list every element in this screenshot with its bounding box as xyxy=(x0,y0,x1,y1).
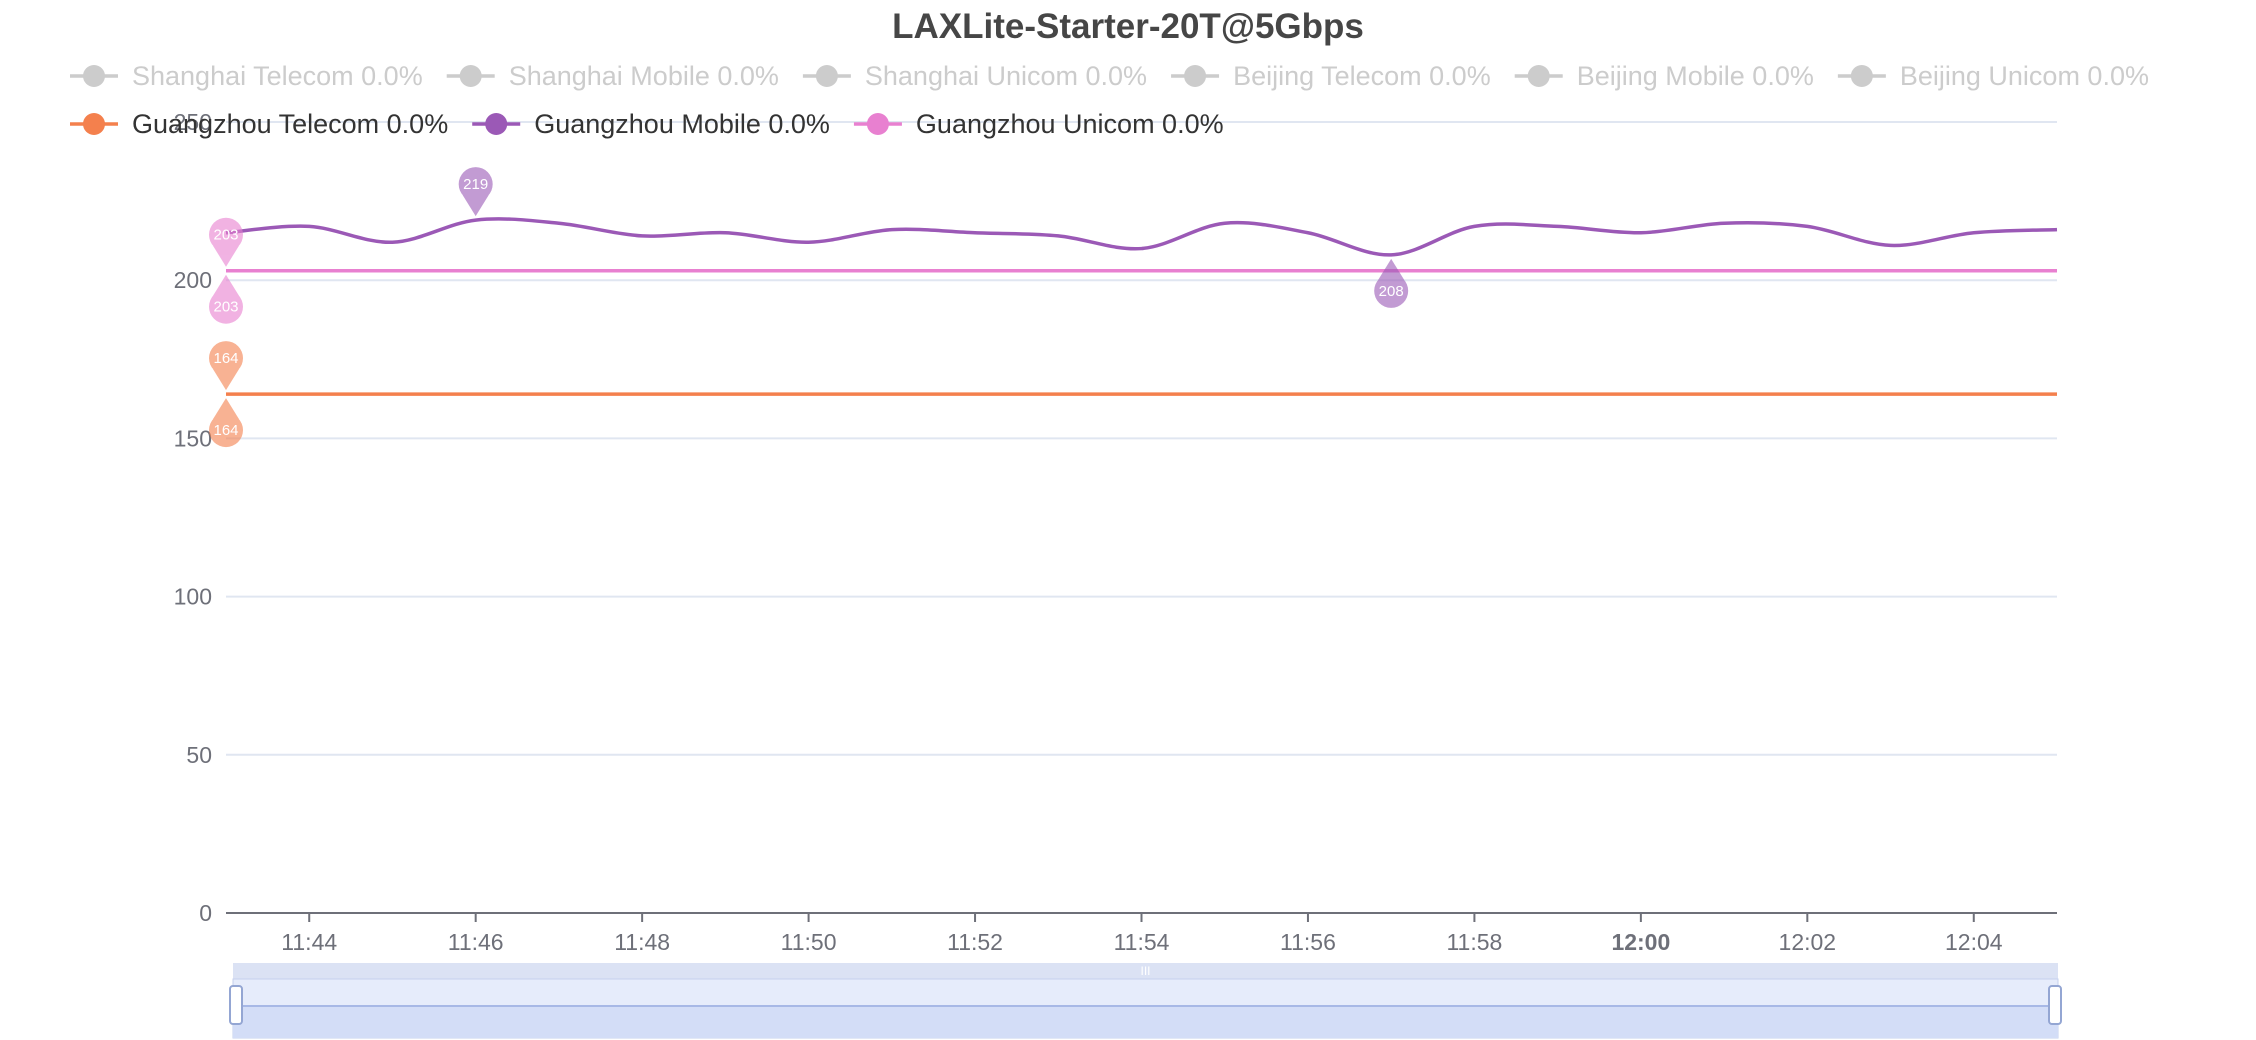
marker-pin xyxy=(209,217,243,267)
x-tick-label: 11:46 xyxy=(448,929,504,955)
x-tick-label: 12:04 xyxy=(1945,929,2003,955)
legend: Shanghai Telecom 0.0% Shanghai Mobile 0.0… xyxy=(70,61,2149,139)
x-tick-label: 11:50 xyxy=(781,929,837,955)
marker-pin-tip xyxy=(462,195,489,217)
y-axis: 0 50 100 150 200 250 xyxy=(174,109,212,926)
legend-label: Guangzhou Telecom 0.0% xyxy=(132,109,448,139)
x-tick-label: 12:02 xyxy=(1779,929,1837,955)
legend-label: Shanghai Telecom 0.0% xyxy=(132,61,423,91)
data-zoom-bar[interactable] xyxy=(233,963,2058,979)
markers: 164 164 219 208 203 203 xyxy=(209,167,1409,448)
y-tick-label: 250 xyxy=(174,109,212,135)
legend-label: Beijing Telecom 0.0% xyxy=(1233,61,1491,91)
series-line-2 xyxy=(225,217,2058,257)
legend-item[interactable]: Beijing Mobile 0.0% xyxy=(1514,61,1814,91)
legend-label: Shanghai Mobile 0.0% xyxy=(509,61,779,91)
marker-pin xyxy=(458,167,493,217)
legend-label: Beijing Mobile 0.0% xyxy=(1577,61,1814,91)
x-axis: 11:44 11:46 11:48 11:50 11:52 11:54 11:56 11:58… xyxy=(226,912,2057,955)
legend-item[interactable]: Beijing Unicom 0.0% xyxy=(1837,61,2149,91)
marker-pin xyxy=(209,274,243,324)
legend-item[interactable]: Beijing Telecom 0.0% xyxy=(1171,61,1491,91)
legend-label: Guangzhou Unicom 0.0% xyxy=(916,109,1224,139)
marker-pin-head xyxy=(209,413,243,448)
y-tick-label: 100 xyxy=(174,584,212,610)
data-zoom-grip-icon[interactable]: III xyxy=(1140,964,1150,978)
data-zoom-slider[interactable]: III xyxy=(229,963,2062,1039)
legend-item[interactable]: Shanghai Telecom 0.0% xyxy=(70,61,423,91)
marker-pin xyxy=(1374,258,1409,308)
marker-pin-tip xyxy=(1378,258,1405,280)
chart-title: LAXLite-Starter-20T@5Gbps xyxy=(892,7,1364,46)
legend-dot-icon xyxy=(866,113,889,135)
marker-pin-head xyxy=(1374,273,1409,308)
marker-label: 203 xyxy=(213,227,238,244)
x-tick-label: 11:56 xyxy=(1280,929,1336,955)
legend-dot-icon xyxy=(83,65,105,87)
legend-item[interactable]: Shanghai Mobile 0.0% xyxy=(446,61,779,91)
marker-pin-tip xyxy=(213,398,239,420)
x-tick-label: 11:44 xyxy=(281,929,337,955)
y-tick-label: 0 xyxy=(199,900,212,926)
grid xyxy=(226,121,2057,756)
marker-label: 164 xyxy=(213,422,238,439)
legend-dot-icon xyxy=(459,65,482,87)
legend-dot-icon xyxy=(1527,65,1550,87)
x-tick-label: 11:48 xyxy=(614,929,670,955)
y-tick-label: 150 xyxy=(174,425,212,451)
legend-label: Shanghai Unicom 0.0% xyxy=(865,61,1147,91)
x-tick-label: 12:00 xyxy=(1611,929,1670,955)
marker-label: 203 xyxy=(213,299,238,316)
legend-dot-icon xyxy=(83,113,105,135)
legend-item[interactable]: Guangzhou Unicom 0.0% xyxy=(853,109,1224,139)
x-tick-label: 11:52 xyxy=(947,929,1003,955)
y-tick-label: 200 xyxy=(174,267,212,293)
marker-pin-head xyxy=(458,167,493,202)
series-lines xyxy=(225,217,2058,396)
marker-pin-head xyxy=(209,341,243,376)
data-zoom-handle-right[interactable] xyxy=(2048,985,2062,1025)
marker-pin-tip xyxy=(213,274,239,296)
marker-pin xyxy=(209,398,243,448)
legend-dot-icon xyxy=(485,113,508,135)
marker-label: 164 xyxy=(213,350,238,367)
marker-pin xyxy=(209,341,243,391)
marker-pin-tip xyxy=(213,245,239,267)
marker-pin-head xyxy=(209,217,243,252)
marker-pin-tip xyxy=(213,369,239,391)
x-tick-label: 11:58 xyxy=(1446,929,1502,955)
marker-label: 208 xyxy=(1379,283,1404,300)
marker-pin-head xyxy=(209,289,243,324)
legend-item[interactable]: Guangzhou Telecom 0.0% xyxy=(70,109,448,139)
legend-label: Beijing Unicom 0.0% xyxy=(1900,61,2149,91)
x-tick-label: 11:54 xyxy=(1114,929,1170,955)
legend-dot-icon xyxy=(1850,65,1873,87)
legend-item[interactable]: Shanghai Unicom 0.0% xyxy=(802,61,1147,91)
legend-dot-icon xyxy=(815,65,838,87)
data-zoom-handle-left[interactable] xyxy=(229,985,243,1025)
data-zoom-area xyxy=(233,1006,2058,1038)
y-tick-label: 50 xyxy=(186,742,212,768)
marker-label: 219 xyxy=(463,176,488,193)
legend-label: Guangzhou Mobile 0.0% xyxy=(534,109,830,139)
legend-dot-icon xyxy=(1184,65,1207,87)
legend-item[interactable]: Guangzhou Mobile 0.0% xyxy=(472,109,830,139)
